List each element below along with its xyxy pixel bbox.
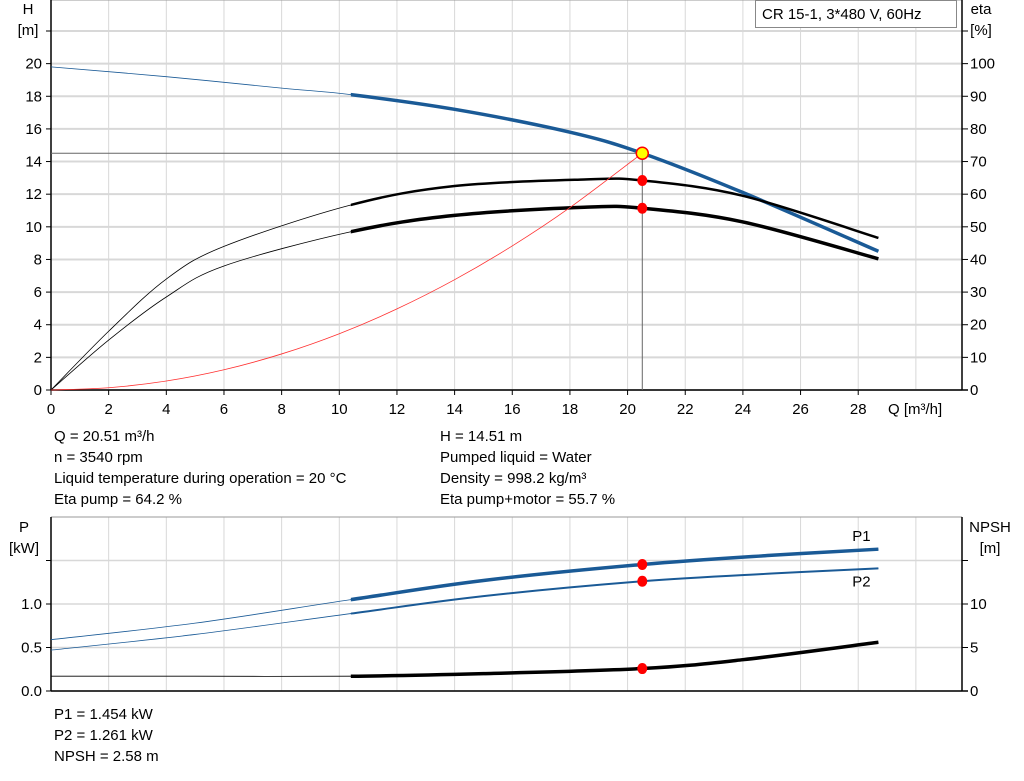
y-tick-label-right: 20 (970, 317, 987, 334)
curve-p1-extrapolated (50, 548, 879, 641)
y-tick-label-left: 18 (25, 88, 42, 105)
y-tick-label-right: 40 (970, 251, 987, 268)
operating-point-marker (637, 575, 648, 587)
y-tick-label-left: 2 (34, 349, 42, 366)
x-tick-label: 16 (504, 401, 521, 418)
curve-eta-pump-motor (350, 204, 879, 261)
x-tick-label: 10 (331, 401, 348, 418)
y-tick-label-right: 30 (970, 284, 987, 301)
y-tick-label-right: 5 (970, 640, 978, 657)
y-axis-label-right-unit: [m] (980, 540, 1001, 557)
y-axis-label-left: P (19, 519, 29, 536)
y-tick-label-right: 70 (970, 154, 987, 171)
curve-npsh (350, 640, 879, 678)
x-tick-label: 14 (446, 401, 463, 418)
duty-point-marker (635, 146, 650, 160)
y-tick-label-left: 10 (25, 219, 42, 236)
operating-point-marker (637, 663, 648, 675)
operating-point-marker (637, 174, 648, 186)
y-tick-label-right: 10 (970, 596, 987, 613)
y-tick-label-left: 0.0 (21, 683, 42, 700)
info-speed: n = 3540 rpm (54, 449, 143, 466)
info-density: Density = 998.2 kg/m³ (440, 470, 587, 487)
info-eta-pump: Eta pump = 64.2 % (54, 491, 182, 508)
operating-info-left: Q = 20.51 m³/h n = 3540 rpm Liquid tempe… (54, 426, 346, 510)
y-tick-label-right: 80 (970, 121, 987, 138)
pump-title: CR 15-1, 3*480 V, 60Hz (762, 6, 922, 23)
y-tick-label-left: 8 (34, 251, 42, 268)
x-tick-label: 20 (619, 401, 636, 418)
y-tick-label-right: 0 (970, 683, 978, 700)
y-tick-label-right: 50 (970, 219, 987, 236)
y-axis-label-right-unit: [%] (970, 22, 992, 39)
x-tick-label: 8 (277, 401, 285, 418)
info-temperature: Liquid temperature during operation = 20… (54, 470, 347, 487)
title-box (755, 0, 957, 28)
info-p2: P2 = 1.261 kW (54, 727, 153, 744)
y-tick-label-left: 6 (34, 284, 42, 301)
y-tick-label-left: 14 (25, 154, 42, 171)
x-tick-label: 6 (220, 401, 228, 418)
curve-system-curve (50, 152, 643, 391)
y-tick-label-right: 60 (970, 186, 987, 203)
y-axis-label-left: H (23, 1, 34, 18)
x-tick-label: 12 (389, 401, 406, 418)
y-tick-label-right: 10 (970, 349, 987, 366)
x-axis-label: Q [m³/h] (888, 401, 942, 418)
y-tick-label-left: 0 (34, 382, 42, 399)
info-head: H = 14.51 m (440, 428, 523, 445)
series-label-p1: P1 (852, 528, 870, 545)
operating-info-right: H = 14.51 m Pumped liquid = Water Densit… (440, 426, 615, 510)
y-axis-label-left-unit: [kW] (9, 540, 39, 557)
info-liquid: Pumped liquid = Water (440, 449, 592, 466)
y-axis-label-left-unit: [m] (18, 22, 39, 39)
y-tick-label-left: 12 (25, 186, 42, 203)
y-axis-label-right: eta (971, 1, 993, 18)
info-npsh: NPSH = 2.58 m (54, 748, 159, 765)
y-tick-label-left: 4 (34, 317, 42, 334)
curve-p2-extrapolated (50, 567, 879, 651)
series-label-p2: P2 (852, 573, 870, 590)
y-tick-label-right: 100 (970, 56, 995, 73)
operating-point-marker (637, 202, 648, 214)
x-tick-label: 2 (104, 401, 112, 418)
x-tick-label: 22 (677, 401, 694, 418)
y-tick-label-left: 0.5 (21, 640, 42, 657)
info-p1: P1 = 1.454 kW (54, 706, 153, 723)
y-tick-label-right: 0 (970, 382, 978, 399)
x-tick-label: 26 (792, 401, 809, 418)
y-tick-label-left: 1.0 (21, 596, 42, 613)
curve-eta-pump-motor-extrapolated (50, 205, 879, 391)
curve-h (350, 92, 880, 253)
x-tick-label: 4 (162, 401, 170, 418)
curve-p1 (350, 547, 879, 602)
info-eta-pump-motor: Eta pump+motor = 55.7 % (440, 491, 616, 508)
y-axis-label-right: NPSH (969, 519, 1011, 536)
y-tick-label-left: 20 (25, 56, 42, 73)
x-tick-label: 18 (562, 401, 579, 418)
y-tick-label-left: 16 (25, 121, 42, 138)
y-tick-label-right: 90 (970, 88, 987, 105)
curve-eta-pump (350, 177, 879, 240)
x-tick-label: 28 (850, 401, 867, 418)
x-tick-label: 24 (735, 401, 752, 418)
curve-p2 (350, 567, 879, 615)
info-flow: Q = 20.51 m³/h (54, 428, 155, 445)
operating-point-marker (637, 559, 648, 571)
power-info: P1 = 1.454 kW P2 = 1.261 kW NPSH = 2.58 … (54, 704, 159, 767)
x-tick-label: 0 (47, 401, 55, 418)
